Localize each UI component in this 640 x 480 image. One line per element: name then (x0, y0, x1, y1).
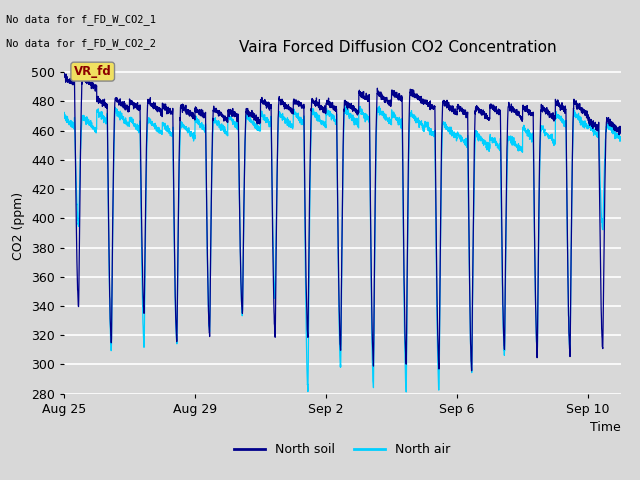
Text: No data for f_FD_W_CO2_2: No data for f_FD_W_CO2_2 (6, 38, 156, 49)
Text: No data for f_FD_W_CO2_1: No data for f_FD_W_CO2_1 (6, 14, 156, 25)
Y-axis label: CO2 (ppm): CO2 (ppm) (12, 192, 26, 260)
Text: VR_fd: VR_fd (74, 65, 111, 78)
X-axis label: Time: Time (590, 421, 621, 434)
Legend: North soil, North air: North soil, North air (229, 438, 456, 461)
Title: Vaira Forced Diffusion CO2 Concentration: Vaira Forced Diffusion CO2 Concentration (239, 40, 557, 55)
